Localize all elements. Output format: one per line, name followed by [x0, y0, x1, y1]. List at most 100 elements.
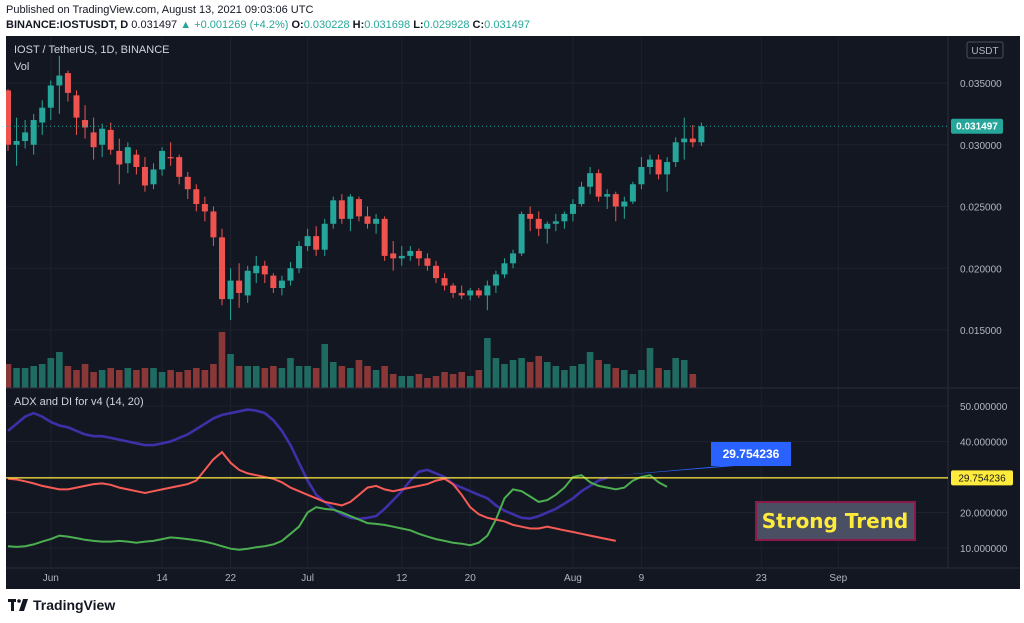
volume-bar	[603, 364, 611, 388]
candles	[6, 55, 705, 321]
candle-body	[373, 218, 380, 224]
candle-body	[219, 237, 225, 300]
date-tick-label: Sep	[829, 573, 847, 584]
candle-body	[13, 141, 20, 145]
volume-bar	[90, 372, 97, 388]
volume-bar	[552, 366, 560, 388]
candle-body	[458, 292, 465, 296]
candle-body	[167, 157, 174, 159]
candle-body	[587, 173, 594, 187]
volume-bar	[270, 366, 277, 388]
volume-bar	[432, 376, 440, 388]
volume-bar	[167, 370, 174, 388]
volume-label: Vol	[14, 61, 29, 73]
candle-body	[501, 263, 508, 275]
volume-bar	[184, 370, 192, 388]
volume-bar	[578, 364, 585, 388]
open-value: 0.030228	[303, 19, 350, 31]
candle-body	[39, 107, 46, 123]
symbol: BINANCE:IOSTUSDT, D	[6, 19, 129, 31]
volume-bar	[201, 370, 209, 388]
candle-body	[552, 221, 559, 224]
volume-bar	[6, 364, 12, 388]
candle-body	[364, 216, 371, 224]
volume-bar	[518, 358, 525, 388]
candle-body	[355, 199, 362, 217]
volume-bar	[663, 370, 671, 388]
candle-body	[612, 194, 619, 207]
volume-bar	[484, 338, 491, 388]
candle-body	[99, 128, 106, 145]
close-value: 0.031497	[484, 19, 531, 31]
chart-area[interactable]: 0.0400000.0350000.0300000.0250000.020000…	[6, 36, 1020, 589]
date-tick-label: Aug	[564, 573, 582, 584]
candle-body	[689, 138, 696, 143]
volume-bar	[569, 366, 577, 388]
candle-body	[638, 166, 645, 185]
volume-bar	[398, 376, 406, 388]
volume-bar	[38, 364, 46, 388]
adx-callout-text: 29.754236	[723, 447, 780, 461]
volume-bar	[30, 366, 37, 388]
volume-bar	[389, 374, 397, 388]
volume-bar	[424, 378, 431, 388]
candle-body	[236, 280, 243, 293]
price-tick-label: 0.025000	[960, 203, 1002, 214]
currency-badge[interactable]: USDT	[966, 41, 1004, 59]
volume-bar	[329, 362, 337, 388]
date-tick-label: 14	[157, 573, 169, 584]
strong-trend-annotation[interactable]: Strong Trend	[755, 501, 916, 541]
candle-body	[270, 275, 277, 289]
candle-body	[210, 211, 217, 238]
volume-bar	[364, 366, 371, 388]
volume-bar	[347, 368, 354, 388]
candle-body	[518, 213, 525, 254]
price-change: +0.001269 (+4.2%)	[194, 19, 289, 31]
indicator-tick-label: 10.000000	[960, 544, 1008, 555]
indicator-lines	[7, 408, 668, 551]
volume-bar	[252, 366, 260, 388]
candle-body	[681, 138, 688, 143]
candle-body	[124, 147, 131, 164]
adx-level-tag: 29.754236	[951, 470, 1013, 486]
candle-body	[655, 159, 662, 175]
volume-bar	[107, 368, 115, 388]
adx-callout[interactable]: 29.754236	[599, 442, 791, 477]
candle-body	[116, 150, 123, 165]
volume-bar	[381, 366, 388, 388]
published-line: Published on TradingView.com, August 13,…	[6, 4, 314, 16]
volume-bar	[466, 376, 474, 388]
candle-body	[338, 200, 345, 219]
price-tick-label: 0.020000	[960, 264, 1002, 275]
footer: TradingView	[0, 593, 1024, 623]
volume-bar	[21, 368, 29, 388]
volume-bar	[543, 362, 551, 388]
high-label: H:	[352, 19, 365, 31]
volume-bar	[124, 368, 132, 388]
volume-bar	[133, 370, 140, 388]
date-tick-label: Jul	[301, 573, 314, 584]
volume-bar	[13, 368, 20, 388]
open-label: O:	[291, 19, 304, 31]
volume-bar	[338, 366, 346, 388]
candle-body	[133, 154, 140, 167]
volume-bar	[441, 372, 448, 388]
volume-bar	[193, 368, 200, 388]
candle-body	[82, 120, 89, 128]
chart-svg[interactable]: 0.0400000.0350000.0300000.0250000.020000…	[6, 36, 1020, 589]
volume-bar	[287, 358, 294, 388]
volume-bar	[638, 370, 645, 388]
candle-body	[73, 95, 80, 118]
volume-bar	[278, 368, 286, 388]
volume-bar	[235, 366, 243, 388]
candle-body	[321, 223, 328, 250]
candle-body	[450, 285, 457, 293]
volume-bar	[295, 366, 303, 388]
last-price-tag-text: 0.031497	[956, 122, 998, 133]
candle-body	[578, 186, 585, 205]
candle-body	[390, 253, 397, 259]
candle-body	[527, 213, 534, 219]
ohlc-line: BINANCE:IOSTUSDT, D 0.031497 ▲ +0.001269…	[6, 19, 530, 31]
tradingview-logo[interactable]: TradingView	[8, 597, 115, 613]
volume-bar	[509, 360, 517, 388]
